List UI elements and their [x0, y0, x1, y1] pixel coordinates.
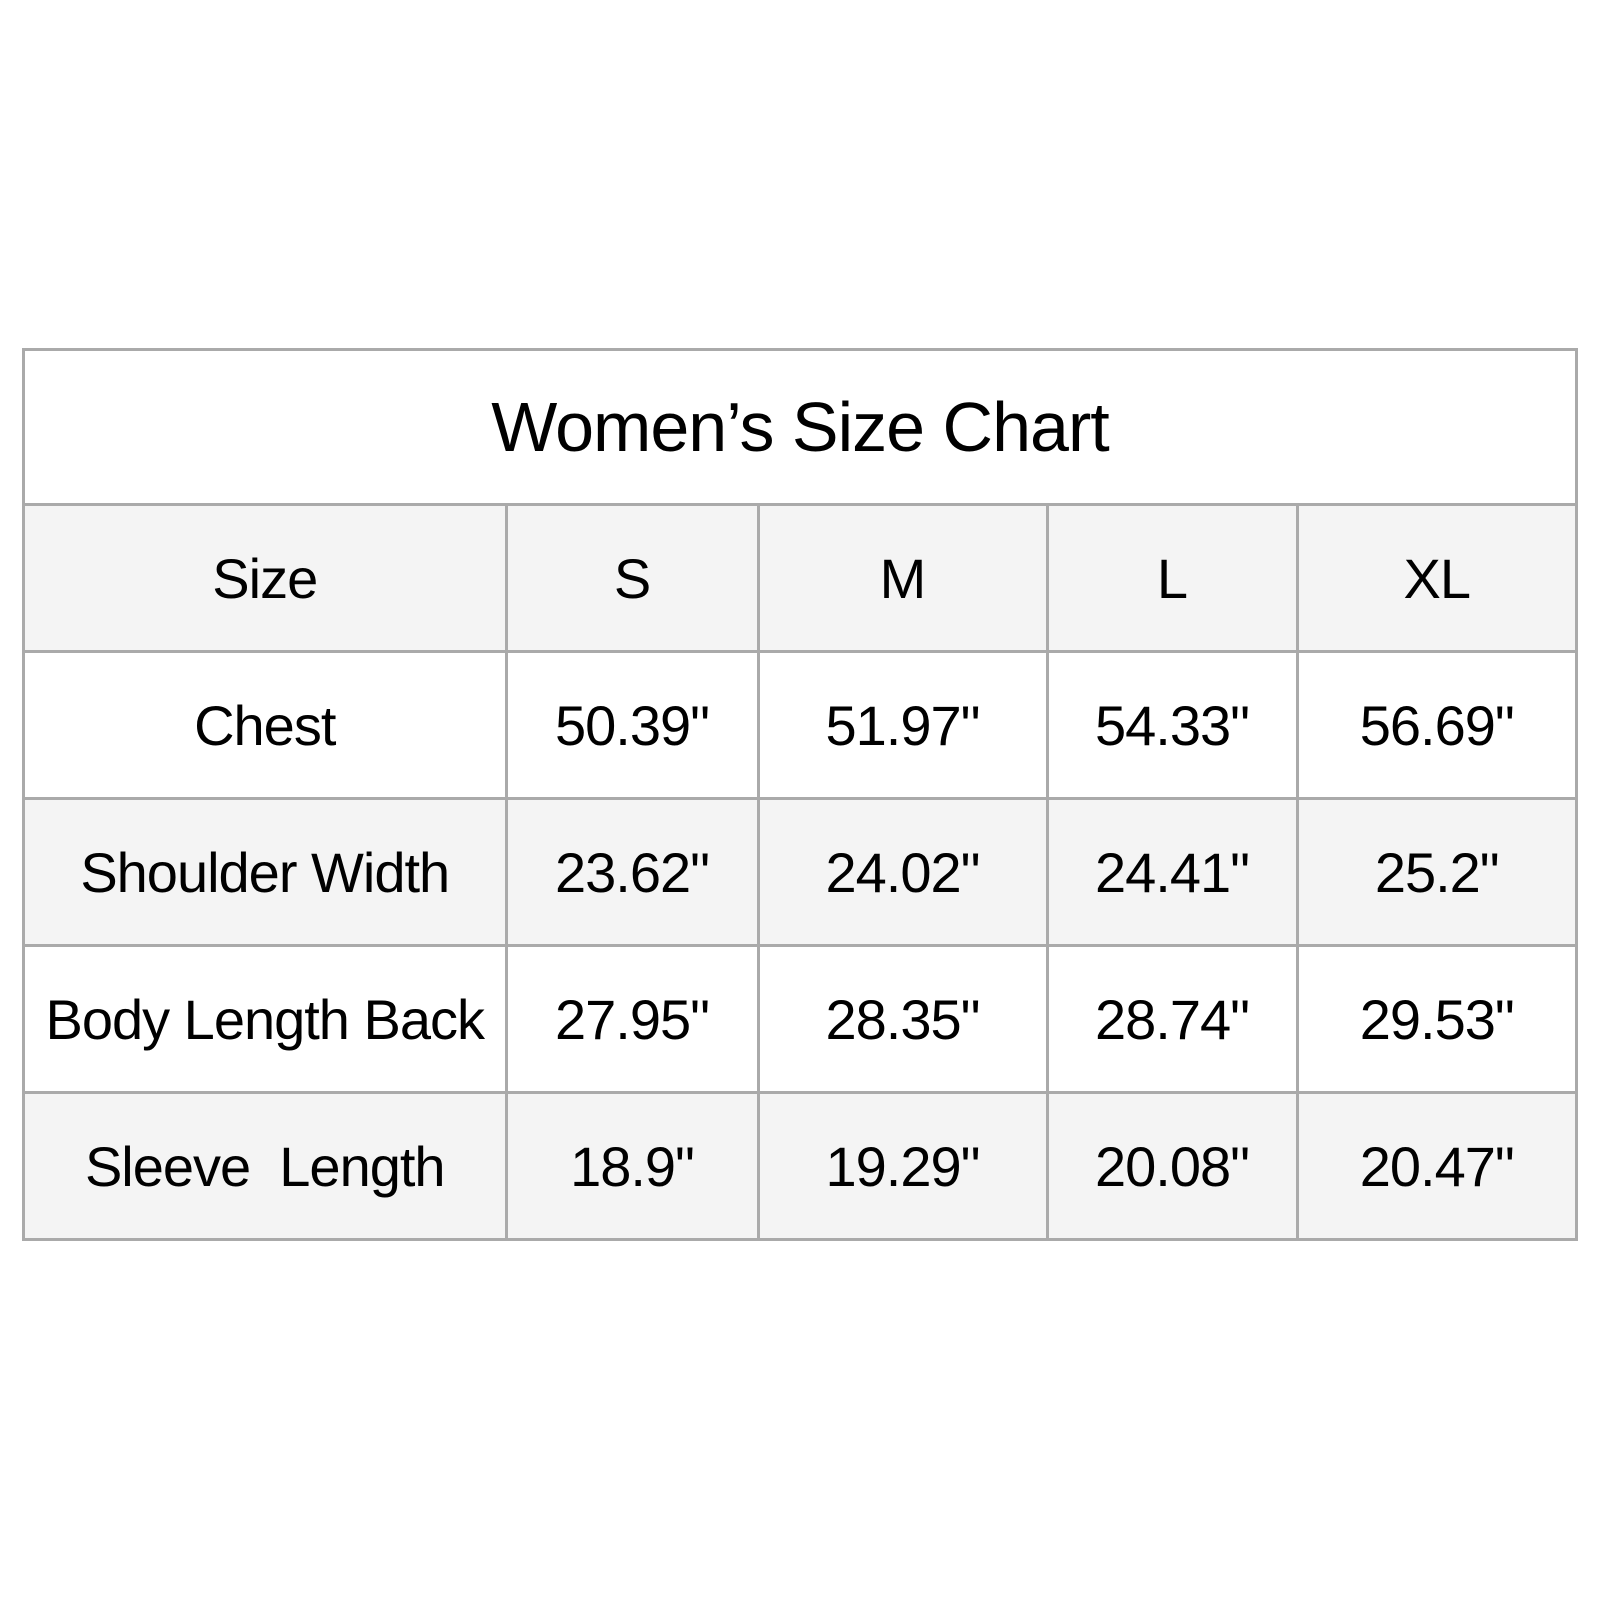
cell: 28.35" [756, 944, 1049, 1094]
table-row: Shoulder Width 23.62" 24.02" 24.41" 25.2… [25, 797, 1575, 947]
header-cell: L [1045, 506, 1299, 653]
table-row: Body Length Back 27.95" 28.35" 28.74" 29… [25, 944, 1575, 1094]
table-row: Chest 50.39" 51.97" 54.33" 56.69" [25, 650, 1575, 800]
cell: 19.29" [756, 1091, 1049, 1238]
cell: 24.02" [756, 797, 1049, 947]
cell: 56.69" [1295, 650, 1575, 800]
header-row: Size S M L XL [25, 506, 1575, 653]
header-cell: M [756, 506, 1049, 653]
cell: 25.2" [1295, 797, 1575, 947]
size-chart: Women’s Size Chart Size S M L XL Chest 5… [22, 348, 1578, 1241]
table-row: Sleeve Length 18.9" 19.29" 20.08" 20.47" [25, 1091, 1575, 1238]
size-table: Size S M L XL Chest 50.39" 51.97" 54.33"… [25, 506, 1575, 1238]
cell: 24.41" [1045, 797, 1299, 947]
header-cell: S [504, 506, 760, 653]
header-cell: Size [25, 506, 508, 653]
row-label: Body Length Back [25, 944, 508, 1094]
cell: 18.9" [504, 1091, 760, 1238]
cell: 27.95" [504, 944, 760, 1094]
row-label: Chest [25, 650, 508, 800]
cell: 28.74" [1045, 944, 1299, 1094]
cell: 23.62" [504, 797, 760, 947]
header-cell: XL [1295, 506, 1575, 653]
row-label: Sleeve Length [25, 1091, 508, 1238]
cell: 51.97" [756, 650, 1049, 800]
cell: 50.39" [504, 650, 760, 800]
cell: 29.53" [1295, 944, 1575, 1094]
row-label: Shoulder Width [25, 797, 508, 947]
cell: 20.47" [1295, 1091, 1575, 1238]
cell: 54.33" [1045, 650, 1299, 800]
cell: 20.08" [1045, 1091, 1299, 1238]
chart-title: Women’s Size Chart [25, 351, 1575, 506]
